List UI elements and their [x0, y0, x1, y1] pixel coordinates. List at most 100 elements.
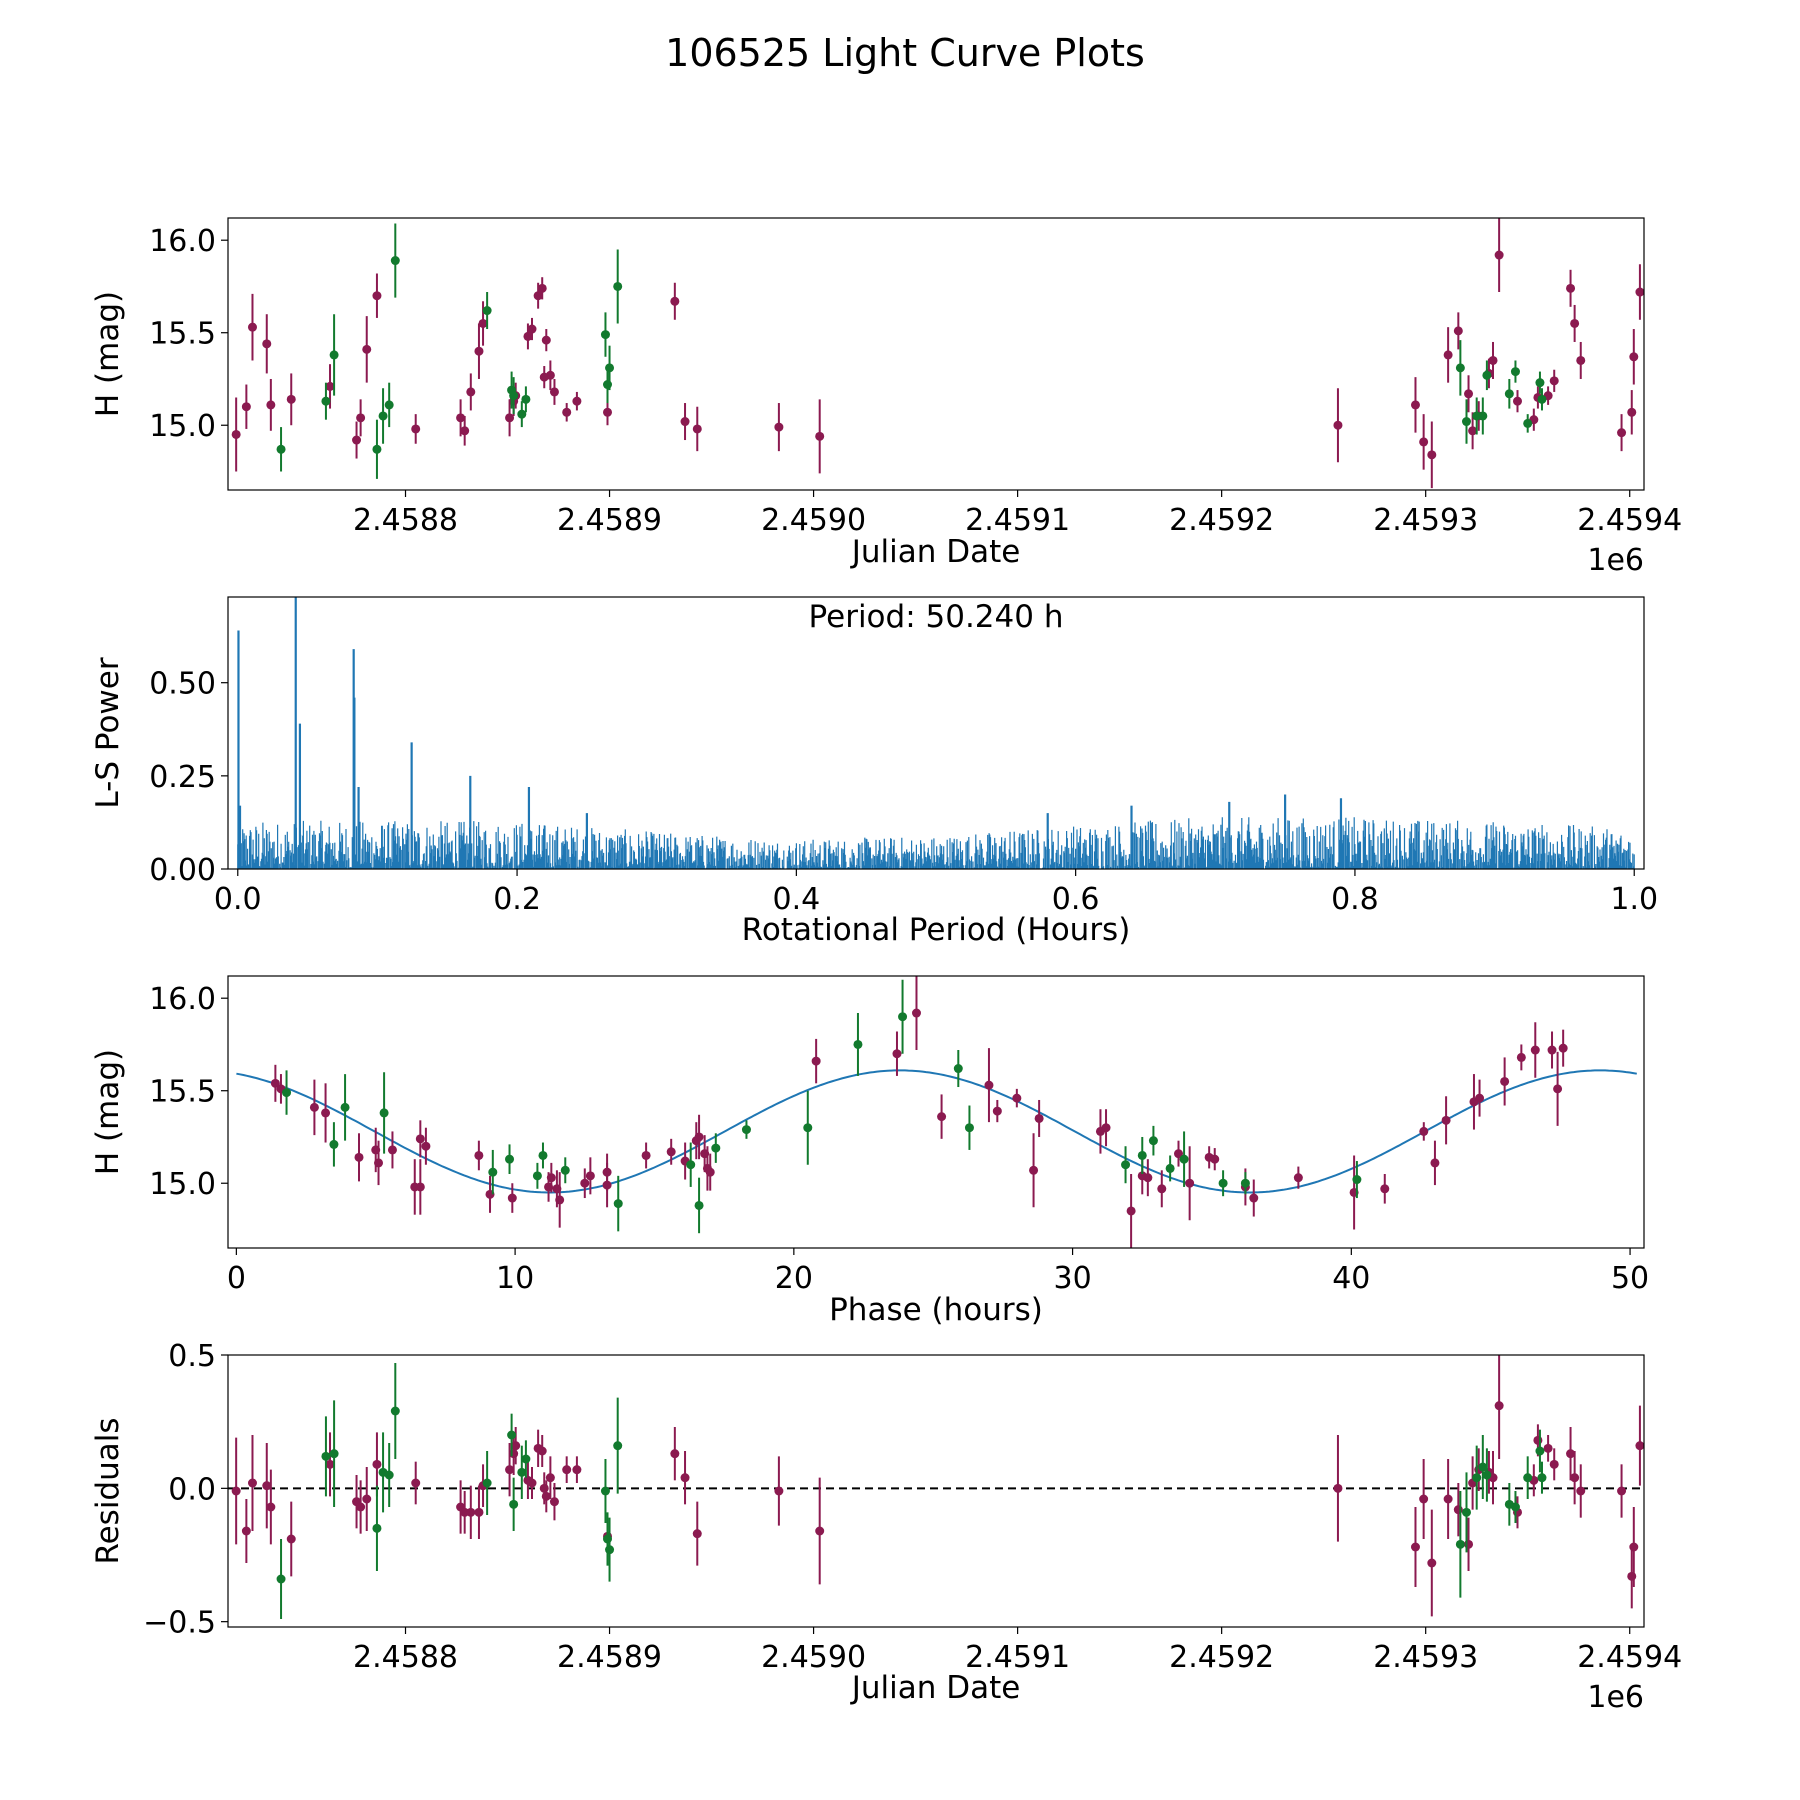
data-point [1179, 1154, 1189, 1164]
data-point [517, 1467, 527, 1477]
data-point [532, 1171, 542, 1181]
data-point [680, 1473, 690, 1483]
data-point [521, 1454, 531, 1464]
data-point [1500, 1076, 1510, 1086]
data-point [541, 335, 551, 345]
axes-frame [227, 596, 1645, 870]
data-point [600, 1486, 610, 1496]
data-point [580, 1178, 590, 1188]
data-point [372, 444, 382, 454]
data-point [666, 1147, 676, 1157]
data-point [527, 324, 537, 334]
data-point [803, 1123, 813, 1133]
x-offset-label: 1e6 [1587, 543, 1644, 578]
data-point [321, 396, 331, 406]
data-point [1570, 318, 1580, 328]
data-point [1249, 1193, 1259, 1203]
data-point [1137, 1150, 1147, 1160]
data-point [456, 413, 466, 423]
data-point [482, 306, 492, 316]
data-point [1535, 1446, 1545, 1456]
data-point [533, 291, 543, 301]
x-tick-label: 0.0 [214, 882, 262, 917]
data-point [478, 318, 488, 328]
data-point [555, 1195, 565, 1205]
data-point [325, 1459, 335, 1469]
data-point [602, 1180, 612, 1190]
axes-frame [227, 217, 1645, 491]
y-axis-title: L-S Power [90, 657, 126, 808]
data-point [1455, 1539, 1465, 1549]
data-point [1617, 428, 1627, 438]
data-point [694, 1132, 704, 1142]
data-point [1441, 1115, 1451, 1125]
x-tick-label: 0.2 [493, 882, 541, 917]
data-point [1537, 394, 1547, 404]
data-point [421, 1141, 431, 1151]
data-point [1240, 1178, 1250, 1188]
x-tick-label: 2.4593 [1373, 1640, 1478, 1675]
y-tick-label: −0.5 [143, 1606, 216, 1641]
data-point [521, 394, 531, 404]
x-axis-title: Phase (hours) [829, 1292, 1043, 1328]
data-point [898, 1012, 908, 1022]
data-point [1523, 418, 1533, 428]
data-point [603, 407, 613, 417]
data-point [1464, 1539, 1474, 1549]
data-point [321, 1108, 331, 1118]
data-point [1566, 283, 1576, 293]
data-point [505, 1154, 515, 1164]
data-point [774, 1486, 784, 1496]
data-point [670, 296, 680, 306]
data-point [613, 1441, 623, 1451]
x-tick-label: 0.6 [1052, 882, 1100, 917]
data-point [466, 387, 476, 397]
data-point [1148, 1136, 1158, 1146]
plot-area [231, 218, 1644, 489]
data-point [1464, 389, 1474, 399]
data-point [509, 1499, 519, 1509]
data-point [340, 1102, 350, 1112]
data-point [1478, 1462, 1488, 1472]
x-tick-label: 2.4590 [761, 503, 866, 538]
x-tick-label: 2.4593 [1373, 503, 1478, 538]
x-axis-title: Julian Date [850, 1670, 1021, 1706]
data-point [523, 331, 533, 341]
data-point [411, 1478, 421, 1488]
data-point [507, 1193, 517, 1203]
data-point [231, 1486, 241, 1496]
y-axis-title: H (mag) [90, 291, 126, 417]
data-point [411, 424, 421, 434]
data-point [384, 400, 394, 410]
x-tick-label: 20 [775, 1261, 813, 1296]
data-point [1174, 1149, 1184, 1159]
data-point [247, 1478, 257, 1488]
data-point [241, 402, 251, 412]
data-point [276, 1574, 286, 1584]
data-point [488, 1167, 498, 1177]
data-point [1126, 1206, 1136, 1216]
data-point [1516, 1052, 1526, 1062]
axes-frame [227, 975, 1645, 1249]
data-point [1629, 1542, 1639, 1552]
data-point [390, 256, 400, 266]
data-point [1427, 450, 1437, 460]
y-tick-label: 0.25 [149, 760, 216, 795]
plot-area [237, 597, 1635, 869]
data-point [1461, 1507, 1471, 1517]
data-point [1549, 1459, 1559, 1469]
data-point [1510, 1502, 1520, 1512]
x-tick-label: 0.4 [772, 882, 820, 917]
data-point [1635, 1441, 1644, 1451]
data-point [585, 1171, 595, 1181]
data-point [1427, 1558, 1437, 1568]
data-point [1453, 1505, 1463, 1515]
y-axis-title: H (mag) [90, 1049, 126, 1175]
data-point [1533, 1435, 1543, 1445]
data-point [1656, 1497, 1665, 1506]
x-tick-label: 40 [1332, 1261, 1370, 1296]
data-point [309, 1102, 319, 1112]
data-point [641, 1150, 651, 1160]
data-point [613, 1199, 623, 1209]
data-point [692, 1529, 702, 1539]
